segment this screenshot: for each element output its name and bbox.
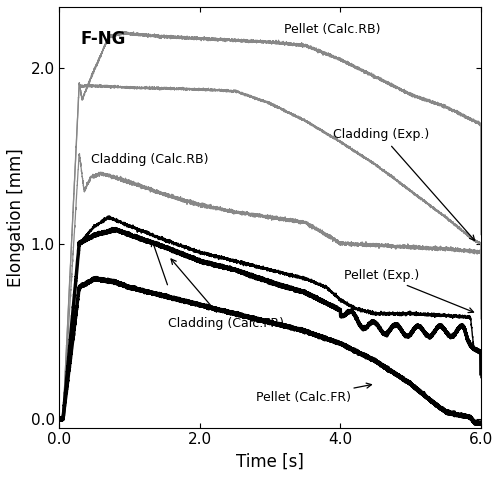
Y-axis label: Elongation [mm]: Elongation [mm] <box>7 148 25 287</box>
Text: Cladding (Calc.FR): Cladding (Calc.FR) <box>168 259 284 330</box>
Text: F-NG: F-NG <box>80 30 126 48</box>
Text: Pellet (Exp.): Pellet (Exp.) <box>344 269 474 313</box>
Text: Pellet (Calc.FR): Pellet (Calc.FR) <box>256 383 372 404</box>
Text: Cladding (Exp.): Cladding (Exp.) <box>334 129 474 240</box>
X-axis label: Time [s]: Time [s] <box>236 453 304 471</box>
Text: Cladding (Calc.RB): Cladding (Calc.RB) <box>91 153 208 166</box>
Text: Pellet (Calc.RB): Pellet (Calc.RB) <box>284 23 381 36</box>
